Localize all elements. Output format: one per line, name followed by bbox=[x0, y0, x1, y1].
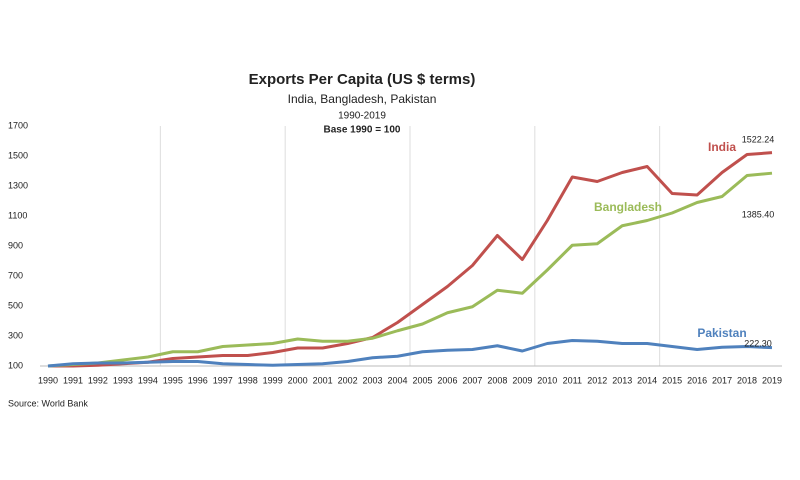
series-line bbox=[47, 339, 773, 368]
x-tick-label: 2012 bbox=[587, 375, 607, 385]
value-label: 222.30 bbox=[744, 338, 772, 348]
x-tick-label: 1993 bbox=[113, 375, 133, 385]
x-tick-label: 1992 bbox=[88, 375, 108, 385]
x-tick-label: 2009 bbox=[512, 375, 532, 385]
x-tick-label: 2001 bbox=[313, 375, 333, 385]
chart-title: Exports Per Capita (US $ terms) bbox=[249, 71, 476, 88]
x-tick-label: 1997 bbox=[213, 375, 233, 385]
x-tick-label: 1994 bbox=[138, 375, 158, 385]
x-tick-label: 1998 bbox=[238, 375, 258, 385]
value-label: 1385.40 bbox=[742, 209, 775, 219]
x-tick-label: 2003 bbox=[363, 375, 383, 385]
note: Base 1990 = 100 bbox=[323, 125, 400, 136]
x-tick-label: 2002 bbox=[338, 375, 358, 385]
x-tick-label: 1990 bbox=[38, 375, 58, 385]
x-tick-label: 1995 bbox=[163, 375, 183, 385]
source: Source: World Bank bbox=[8, 398, 88, 408]
x-tick-label: 1996 bbox=[188, 375, 208, 385]
y-tick-label: 100 bbox=[8, 360, 23, 370]
x-tick-label: 2015 bbox=[662, 375, 682, 385]
x-tick-label: 2013 bbox=[612, 375, 632, 385]
y-tick-label: 1500 bbox=[8, 150, 28, 160]
chart-subtitle: India, Bangladesh, Pakistan bbox=[288, 92, 437, 106]
x-tick-label: 2018 bbox=[737, 375, 757, 385]
x-tick-label: 2004 bbox=[388, 375, 408, 385]
x-tick-label: 2014 bbox=[637, 375, 657, 385]
x-tick-label: 2011 bbox=[563, 375, 582, 385]
x-tick-label: 2008 bbox=[487, 375, 507, 385]
x-tick-label: 2000 bbox=[288, 375, 308, 385]
x-tick-label: 2005 bbox=[412, 375, 432, 385]
x-tick-label: 2019 bbox=[762, 375, 782, 385]
x-tick-label: 2006 bbox=[437, 375, 457, 385]
y-tick-label: 700 bbox=[8, 270, 23, 280]
period: 1990-2019 bbox=[338, 111, 386, 122]
y-tick-label: 1700 bbox=[8, 120, 28, 130]
x-tick-label: 2016 bbox=[687, 375, 707, 385]
series-label: India bbox=[708, 140, 736, 154]
y-tick-label: 900 bbox=[8, 240, 23, 250]
y-tick-label: 300 bbox=[8, 330, 23, 340]
y-tick-label: 1100 bbox=[8, 210, 27, 220]
series-line bbox=[47, 171, 773, 368]
series-label: Bangladesh bbox=[594, 200, 662, 214]
y-tick-label: 1300 bbox=[8, 180, 28, 190]
x-tick-label: 2007 bbox=[462, 375, 482, 385]
series-line bbox=[48, 151, 773, 368]
x-tick-label: 1999 bbox=[263, 375, 283, 385]
series-label: Pakistan bbox=[697, 326, 746, 340]
value-label: 1522.24 bbox=[742, 134, 775, 144]
x-tick-label: 2010 bbox=[537, 375, 557, 385]
x-tick-label: 2017 bbox=[712, 375, 732, 385]
y-tick-label: 500 bbox=[8, 300, 23, 310]
x-tick-label: 1991 bbox=[63, 375, 83, 385]
